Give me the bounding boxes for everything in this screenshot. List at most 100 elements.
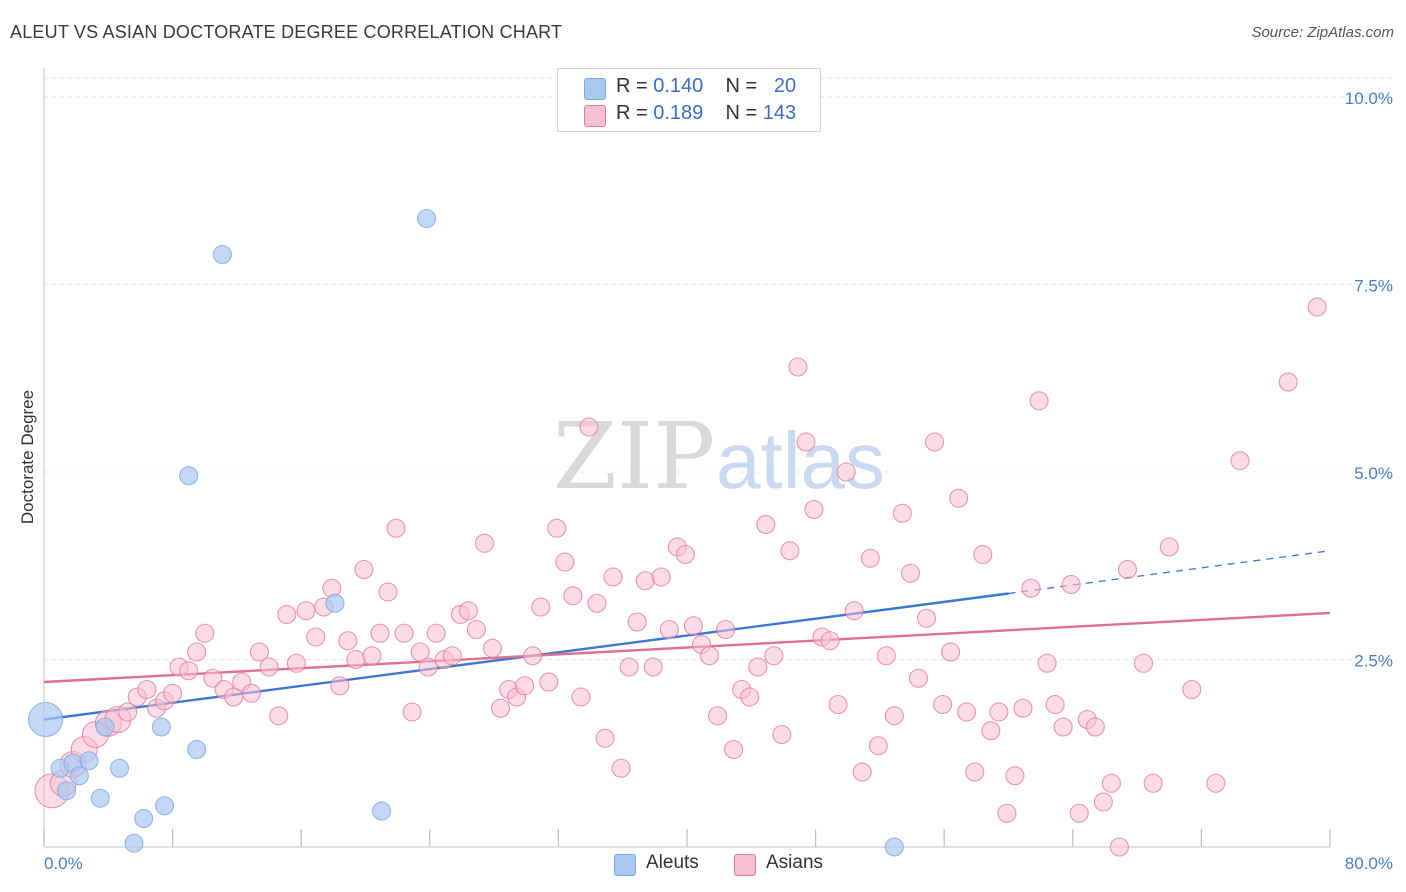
y-tick-label: 5.0%: [1354, 464, 1393, 483]
point-asians: [804, 499, 824, 520]
stats-legend: R = 0.140 N = 20 R = 0.189 N = 143: [557, 68, 821, 132]
y-axis-title: Doctorate Degree: [18, 390, 37, 524]
point-asians: [249, 642, 269, 662]
point-asians: [892, 503, 912, 523]
trendline-extension-aleuts: [1008, 550, 1331, 595]
point-asians: [748, 657, 768, 677]
point-aleuts: [325, 593, 345, 613]
point-asians: [916, 608, 937, 628]
point-asians: [820, 631, 840, 651]
point-asians: [386, 518, 406, 538]
point-asians: [1021, 578, 1041, 598]
bottom-legend-swatch-aleuts: [614, 854, 636, 876]
point-asians: [587, 593, 607, 613]
point-aleuts: [179, 466, 199, 486]
point-asians: [724, 739, 744, 760]
point-aleuts: [187, 739, 207, 760]
point-asians: [259, 657, 279, 677]
point-asians: [683, 616, 703, 636]
point-asians: [941, 642, 961, 662]
point-asians: [900, 563, 920, 583]
point-asians: [1117, 559, 1138, 580]
point-asians: [286, 653, 306, 673]
point-aleuts: [95, 717, 115, 737]
point-asians: [699, 646, 720, 666]
point-asians: [611, 758, 631, 778]
point-aleuts: [155, 796, 175, 816]
legend-r-label: R =: [616, 75, 648, 97]
point-asians: [788, 357, 808, 377]
point-asians: [643, 657, 663, 677]
chart-title: ALEUT VS ASIAN DOCTORATE DEGREE CORRELAT…: [10, 22, 563, 42]
legend-swatch-asians: [584, 105, 606, 127]
point-aleuts: [884, 837, 904, 857]
legend-n-label: N =: [725, 102, 758, 124]
point-asians: [1109, 837, 1129, 857]
point-aleuts: [134, 808, 154, 829]
point-asians: [740, 687, 760, 707]
point-asians: [981, 721, 1001, 741]
point-asians: [1053, 717, 1073, 737]
point-aleuts: [79, 751, 99, 771]
point-asians: [595, 728, 615, 748]
point-asians: [619, 657, 639, 677]
legend-n-label: N =: [725, 75, 758, 97]
point-asians: [563, 586, 583, 606]
point-asians: [707, 706, 728, 726]
point-asians: [1069, 803, 1089, 823]
point-asians: [531, 597, 551, 617]
point-asians: [378, 582, 398, 602]
y-tick-label: 7.5%: [1354, 277, 1393, 296]
bottom-legend-swatch-asians: [734, 854, 756, 876]
point-asians: [828, 694, 848, 715]
point-asians: [836, 462, 856, 482]
legend-swatch-aleuts: [584, 78, 606, 100]
point-asians: [163, 683, 183, 703]
legend-n-value: 143: [762, 102, 797, 124]
point-aleuts: [28, 701, 64, 738]
point-asians: [1045, 694, 1065, 715]
point-asians: [241, 683, 261, 703]
point-asians: [547, 518, 567, 538]
point-asians: [1029, 391, 1049, 411]
y-tick-label: 10.0%: [1345, 89, 1393, 108]
watermark-zip: ZIP: [553, 403, 715, 510]
point-asians: [651, 567, 671, 587]
point-asians: [659, 619, 679, 640]
point-asians: [579, 417, 599, 437]
point-asians: [137, 679, 157, 700]
point-asians: [195, 623, 215, 643]
point-asians: [555, 552, 575, 572]
point-asians: [860, 548, 880, 568]
point-asians: [957, 702, 977, 722]
point-asians: [179, 661, 199, 681]
point-asians: [1206, 773, 1226, 793]
point-asians: [394, 623, 414, 643]
point-asians: [306, 627, 326, 647]
point-asians: [1143, 773, 1163, 793]
bottom-legend-label-aleuts: Aleuts: [646, 852, 699, 873]
point-asians: [764, 646, 784, 666]
point-asians: [474, 533, 495, 553]
point-asians: [466, 619, 486, 640]
point-aleuts: [151, 717, 171, 737]
point-asians: [426, 623, 446, 643]
point-asians: [370, 623, 390, 643]
point-asians: [1133, 653, 1154, 673]
point-asians: [627, 612, 647, 632]
point-asians: [418, 657, 438, 677]
watermark: ZIP atlas: [553, 403, 885, 510]
point-asians: [925, 432, 945, 452]
legend-r-value: 0.189: [653, 102, 704, 124]
point-aleuts: [212, 244, 232, 265]
point-asians: [458, 601, 478, 621]
point-asians: [269, 706, 289, 726]
point-asians: [1005, 766, 1025, 786]
point-asians: [844, 601, 864, 621]
point-asians: [949, 488, 969, 508]
point-asians: [118, 702, 138, 722]
x-tick-labels: 0.0% 80.0%: [44, 854, 1393, 873]
point-asians: [756, 514, 776, 535]
point-asians: [1278, 372, 1298, 392]
